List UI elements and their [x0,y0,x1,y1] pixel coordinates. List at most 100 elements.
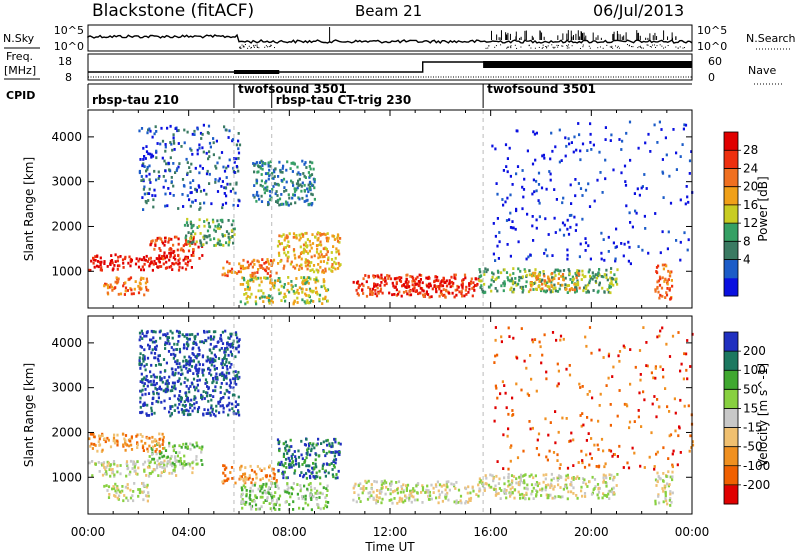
power-cell [146,131,149,135]
power-cell [666,282,669,286]
velocity-cell [437,489,440,493]
power-cell [319,265,322,269]
velocity-cell [112,487,115,490]
power-cell [320,285,323,289]
velocity-cell [127,444,131,448]
power-cell [463,294,466,298]
velocity-cell [284,440,287,444]
velocity-cell [136,460,139,463]
velocity-cell [168,444,171,448]
power-cell [124,255,127,259]
power-cell [258,161,261,164]
velocity-cell [132,490,135,493]
velocity-cell [163,446,166,450]
velocity-cell [147,491,150,494]
velocity-cell [318,469,321,473]
power-cell [568,214,572,217]
velocity-cell [611,375,614,378]
nsearch-dot [589,47,591,49]
power-cell [670,270,673,274]
power-cell [151,268,154,272]
power-cell [408,285,411,288]
power-cell [140,258,144,262]
power-cell [624,180,627,183]
power-cell [438,285,441,289]
velocity-cell [207,408,210,412]
velocity-cell [337,441,340,445]
power-cell [225,166,228,170]
velocity-cell [536,438,539,442]
power-cell [529,282,532,285]
velocity-cell [260,487,263,491]
power-cell [322,260,325,263]
velocity-cell [243,500,246,504]
power-cell [217,238,220,242]
power-cell [169,247,172,250]
velocity-cell [471,485,474,489]
velocity-cell [163,469,166,473]
velocity-cell [171,445,175,449]
power-cell [220,185,223,188]
velocity-cell [112,436,116,440]
power-cell [224,201,228,205]
power-cell [208,225,211,228]
power-cell [167,187,170,190]
power-cell [306,299,309,303]
velocity-cell [202,390,205,393]
power-cell [303,189,306,192]
power-cell [422,289,425,293]
velocity-cell [235,333,238,337]
velocity-cell [282,476,285,480]
power-cell [155,130,158,133]
power-cell [659,293,662,297]
velocity-cell [228,371,231,375]
power-cell [502,169,505,172]
velocity-cell [143,460,147,464]
velocity-cell [263,467,266,471]
power-cell [484,291,487,294]
power-cell [551,278,554,282]
velocity-cell [438,483,442,487]
power-cell [308,187,311,191]
velocity-cell [169,456,172,460]
power-cell [257,276,260,280]
power-cell [250,278,253,282]
velocity-cell [313,475,316,479]
velocity-cell [396,501,399,505]
power-cell [178,257,181,261]
velocity-cell [238,413,241,417]
power-cell [288,196,291,200]
velocity-cell [661,326,664,330]
velocity-cell [200,396,203,399]
velocity-cell [176,406,179,410]
power-cell [276,244,280,248]
power-cell [387,277,390,280]
velocity-cell [149,380,152,383]
velocity-cell [467,500,470,504]
velocity-cell [225,364,228,368]
power-cell [575,276,578,280]
power-cell [214,178,217,181]
nsearch-dot [579,47,581,49]
velocity-cell [568,373,572,377]
velocity-cell [493,361,496,364]
velocity-cell [663,486,666,490]
power-cell [253,195,256,199]
velocity-cell [300,471,303,474]
colorbar-swatch [724,204,738,224]
power-cell [690,150,693,153]
power-cell [533,190,536,194]
colorbar-tick-label: 4 [743,253,751,267]
velocity-cell [459,499,462,503]
velocity-cell [455,481,458,484]
velocity-cell [230,352,233,356]
velocity-cell [590,437,593,440]
velocity-cell [146,403,149,407]
power-cell [584,188,588,192]
power-cell [641,248,644,252]
velocity-cell [176,359,179,362]
velocity-cell [256,465,259,468]
power-cell [147,152,150,156]
power-cell [500,271,503,275]
power-cell [404,280,407,284]
